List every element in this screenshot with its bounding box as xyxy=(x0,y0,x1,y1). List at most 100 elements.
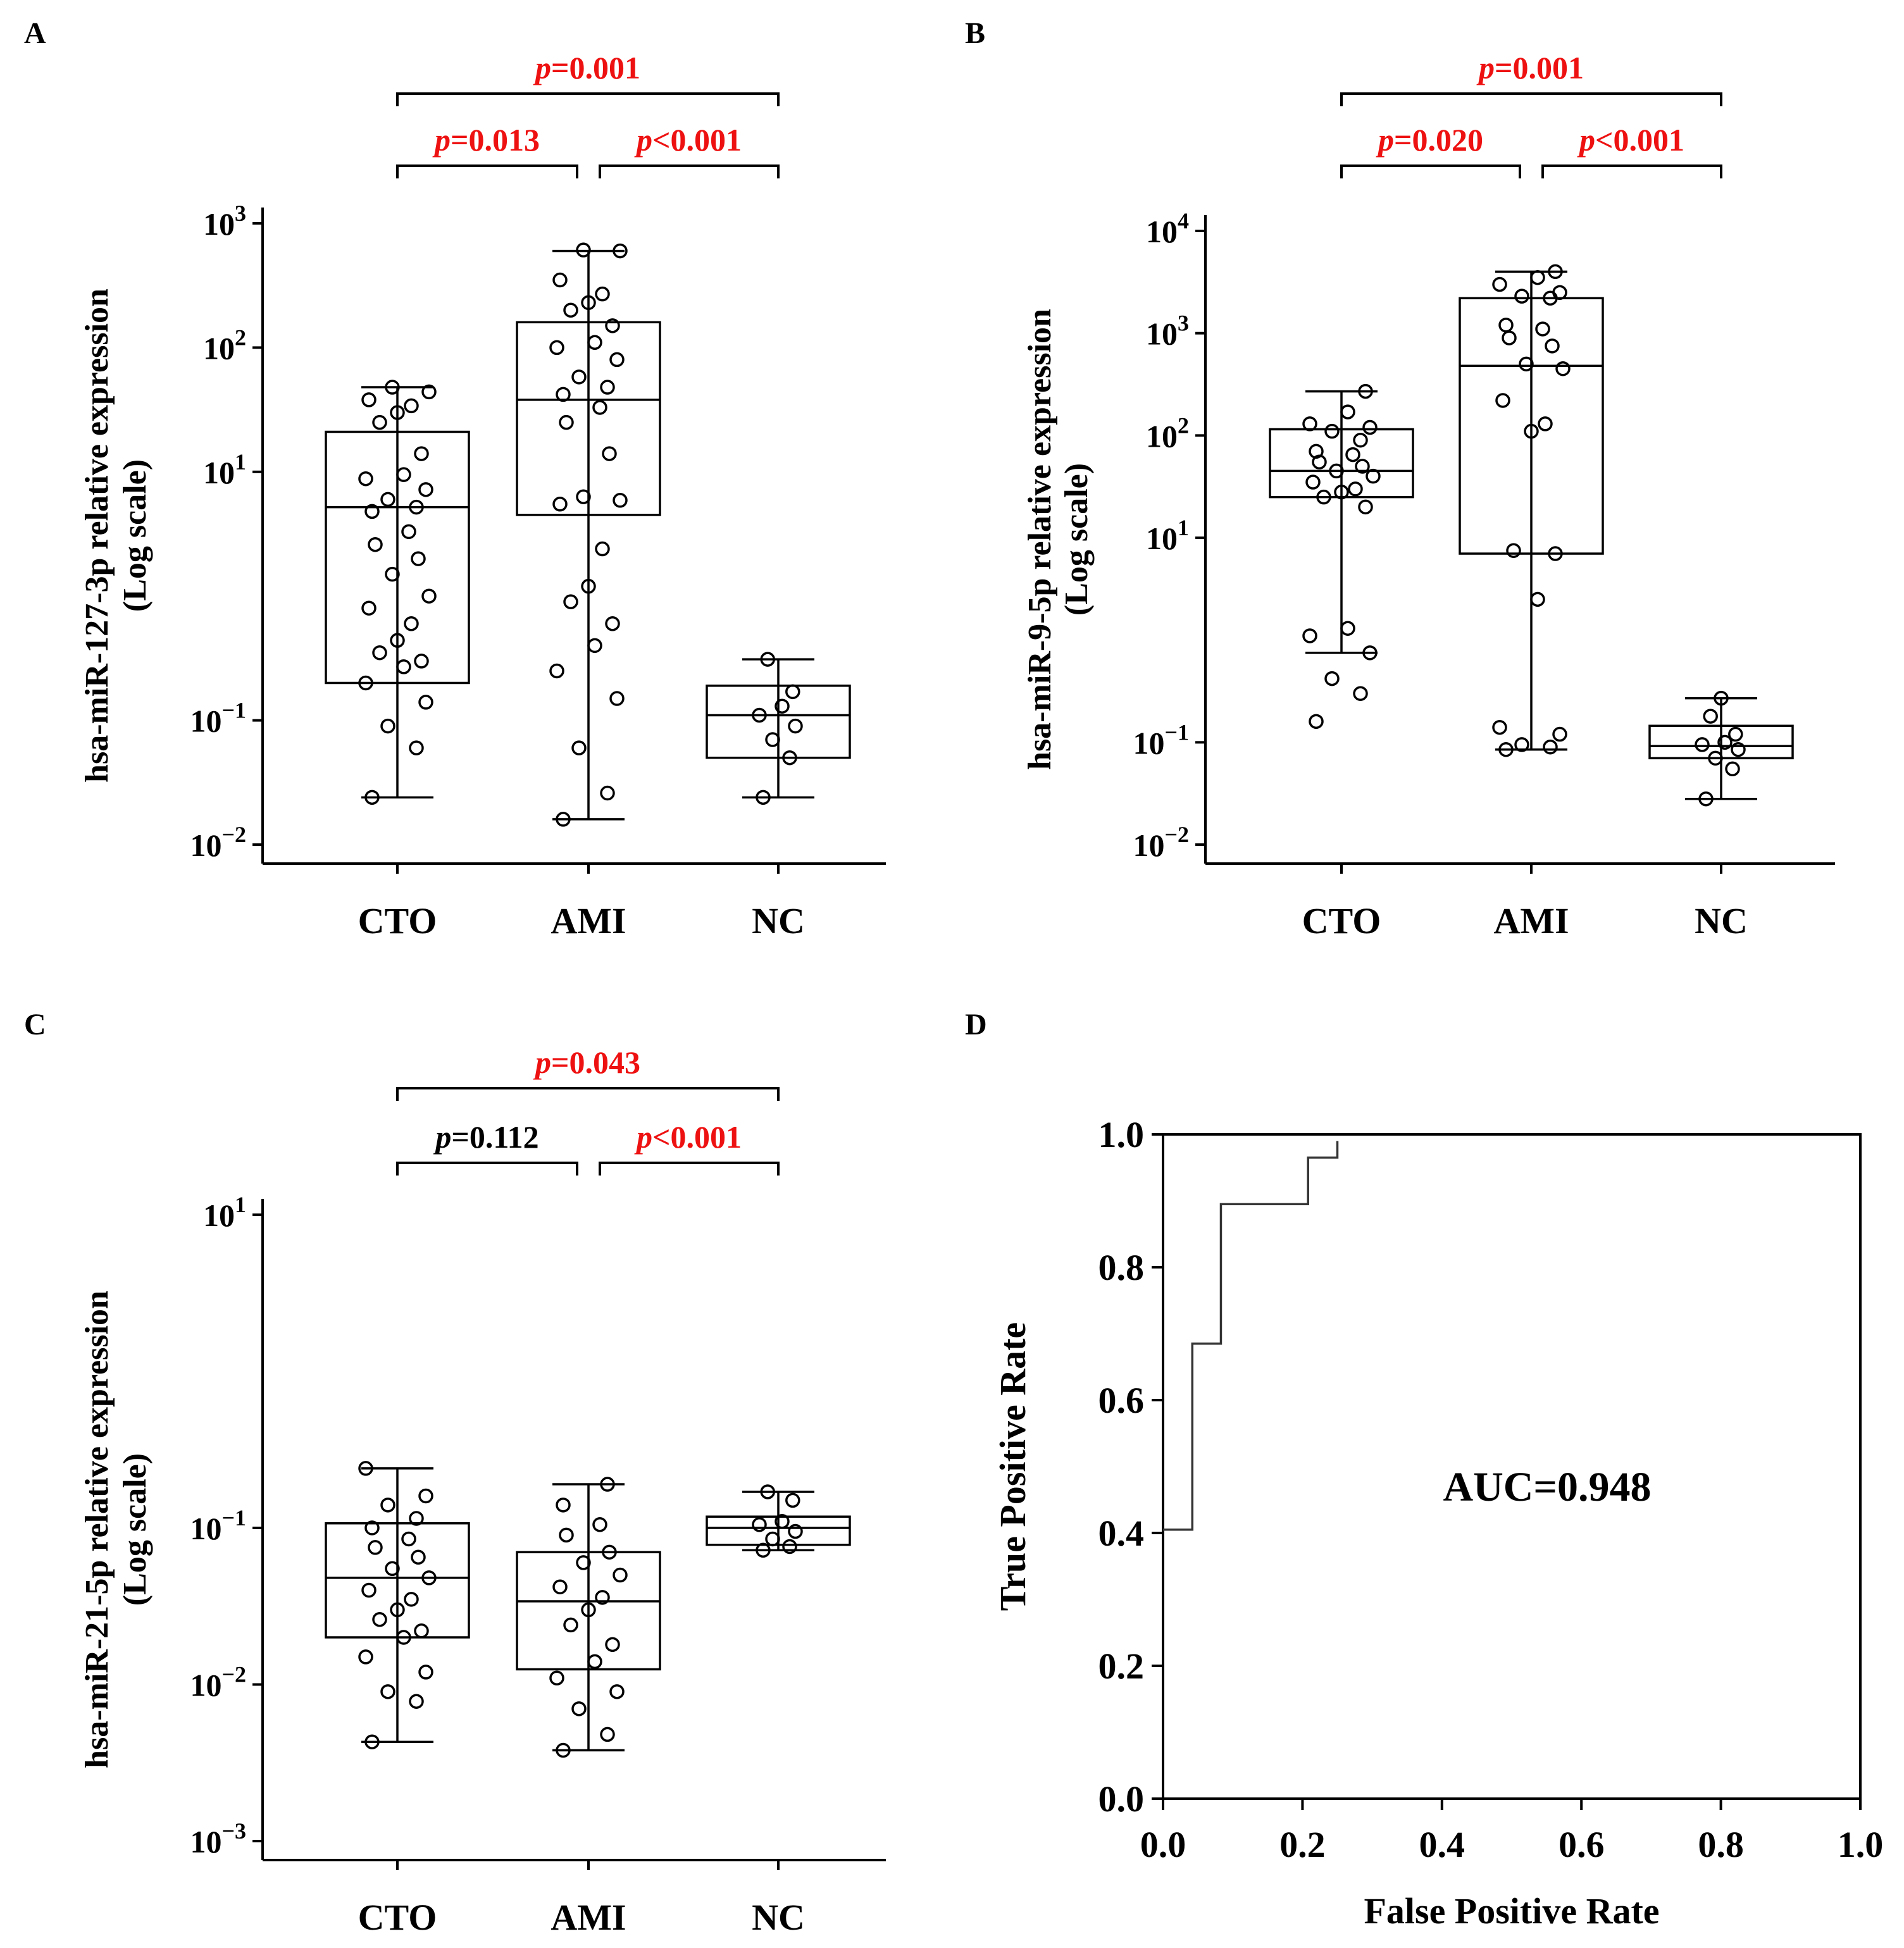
data-point xyxy=(1545,338,1560,354)
panel-letter: C xyxy=(24,1008,46,1041)
data-point xyxy=(421,384,437,400)
y-tick-label: 10−3 xyxy=(190,1818,246,1859)
data-point xyxy=(358,675,373,691)
y-tick-label: 1.0 xyxy=(1098,1114,1145,1155)
data-point xyxy=(760,1484,775,1499)
data-point xyxy=(552,497,568,512)
data-point xyxy=(563,1617,578,1633)
data-point xyxy=(609,691,625,706)
data-point xyxy=(1548,546,1563,561)
panel-letter: B xyxy=(965,16,985,50)
x-tick-label: 1.0 xyxy=(1838,1824,1884,1865)
box-group-cto: CTO xyxy=(325,380,470,941)
data-point xyxy=(592,400,607,415)
data-point xyxy=(409,499,424,515)
bracket-line xyxy=(599,1162,780,1176)
data-point xyxy=(364,1520,380,1535)
data-point xyxy=(587,335,602,351)
data-point xyxy=(418,1488,433,1504)
bracket-line xyxy=(396,92,780,106)
p-value-label: p=0.001 xyxy=(1476,50,1584,85)
data-point xyxy=(1695,737,1710,752)
x-category-label: CTO xyxy=(1302,900,1381,941)
significance-bracket: p=0.001 xyxy=(396,50,780,106)
data-point xyxy=(1334,484,1349,500)
y-axis-label: hsa-miR-21-5p relative expression xyxy=(79,1291,115,1768)
data-point xyxy=(396,659,411,674)
p-value-label: p=0.112 xyxy=(433,1119,538,1155)
y-tick-label: 0.6 xyxy=(1098,1380,1145,1421)
data-point xyxy=(600,785,615,801)
y-axis-label: True Positive Rate xyxy=(992,1322,1033,1611)
significance-bracket: p=0.001 xyxy=(1340,50,1722,106)
data-point xyxy=(421,588,437,604)
significance-bracket: p=0.020 xyxy=(1340,122,1521,178)
data-point xyxy=(1538,416,1553,431)
y-tick-label: 10−2 xyxy=(190,822,246,863)
x-axis-label: False Positive Rate xyxy=(1364,1890,1659,1932)
data-point xyxy=(1366,468,1381,484)
data-point xyxy=(765,1531,780,1547)
data-point xyxy=(785,684,800,700)
x-category-label: CTO xyxy=(358,1897,437,1938)
y-tick-label: 0.8 xyxy=(1098,1247,1145,1288)
data-point xyxy=(605,1637,620,1653)
data-point xyxy=(421,1570,437,1585)
data-point xyxy=(418,695,433,710)
data-point xyxy=(581,1602,596,1618)
box-group-cto: CTO xyxy=(325,1461,470,1938)
data-point xyxy=(1353,432,1368,448)
data-point xyxy=(581,295,596,311)
data-point xyxy=(411,1549,426,1565)
box-group-ami: AMI xyxy=(1459,264,1604,941)
data-point xyxy=(556,1742,571,1758)
y-tick-label: 10−1 xyxy=(1133,719,1189,760)
data-point xyxy=(358,1461,373,1476)
data-point xyxy=(1717,735,1733,750)
data-point xyxy=(358,471,373,487)
significance-bracket: p<0.001 xyxy=(1541,122,1722,178)
y-axis-label: hsa-miR-9-5p relative expression xyxy=(1022,309,1058,770)
data-point xyxy=(1302,416,1317,431)
data-point xyxy=(404,1592,419,1607)
data-point xyxy=(559,414,574,430)
data-point xyxy=(605,318,620,333)
data-point xyxy=(1492,276,1507,292)
y-tick-label: 10−1 xyxy=(190,1505,246,1546)
data-point xyxy=(775,698,790,714)
data-point xyxy=(368,537,383,552)
data-point xyxy=(380,718,395,734)
y-tick-label: 10−2 xyxy=(1133,822,1189,863)
data-point xyxy=(782,1539,797,1554)
data-point xyxy=(385,566,400,582)
iqr-box xyxy=(1269,428,1414,499)
data-point xyxy=(404,398,419,414)
data-point xyxy=(1552,285,1567,301)
data-point xyxy=(1519,356,1534,372)
panel-c-boxplot: C 101 10−1 10−2 10−3 hsa-miR-21-5p relative e… xyxy=(24,1008,886,1938)
data-point xyxy=(595,541,610,557)
data-point xyxy=(556,812,571,827)
data-point xyxy=(552,272,568,288)
data-point xyxy=(385,380,400,395)
data-point xyxy=(361,1582,376,1598)
data-point xyxy=(418,1665,433,1680)
panel-d-roc: D 0.0 0.2 0.4 0.6 0.8 1.0 0.0 0.2 0.4 0.6 0.8 1.0 Fal… xyxy=(965,1008,1883,1932)
data-point xyxy=(409,1511,424,1526)
data-point xyxy=(571,740,587,755)
data-point xyxy=(1324,671,1340,686)
data-point xyxy=(1530,592,1545,607)
y-tick-label: 104 xyxy=(1146,208,1189,249)
box-group-nc: NC xyxy=(706,652,851,941)
data-point xyxy=(1530,270,1545,285)
data-point xyxy=(372,1612,387,1627)
box-group-ami: AMI xyxy=(516,1477,661,1938)
data-point xyxy=(409,1694,424,1709)
data-point xyxy=(559,1527,574,1543)
y-tick-label: 0.4 xyxy=(1098,1513,1145,1554)
data-point xyxy=(361,392,376,407)
data-point xyxy=(613,243,628,259)
iqr-box xyxy=(516,321,661,516)
roc-curve xyxy=(1163,1141,1339,1531)
data-point xyxy=(563,302,578,318)
